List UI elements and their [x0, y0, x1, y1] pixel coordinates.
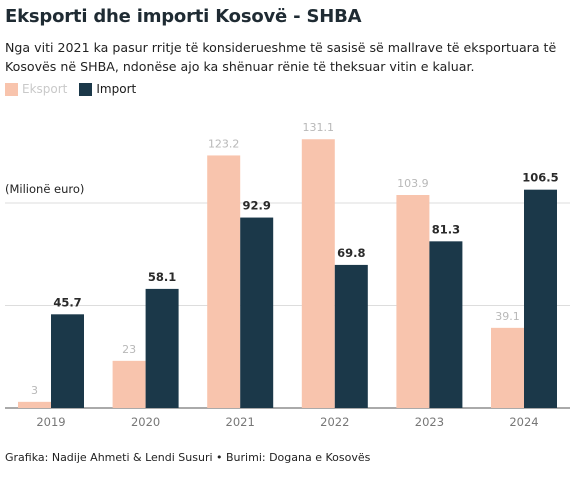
bar-import [240, 217, 274, 408]
x-tick-label: 2019 [36, 415, 65, 429]
gridlines [5, 202, 570, 409]
value-label-export: 39.1 [495, 310, 520, 323]
x-tick-label: 2024 [509, 415, 538, 429]
x-tick-label: 2022 [320, 415, 349, 429]
bars [18, 139, 557, 408]
legend-swatch-import [79, 82, 93, 96]
legend-label-import: Import [96, 82, 137, 96]
legend-item-export: Eksport [5, 82, 67, 96]
value-label-export: 103.9 [397, 177, 429, 190]
value-label-export: 23 [122, 343, 136, 356]
value-label-export: 3 [31, 384, 38, 397]
x-tick-labels: 2019 2020 2021 2022 2023 2024 [36, 415, 538, 429]
y-axis-unit-label: (Milionë euro) [5, 182, 84, 196]
bar-export [301, 139, 335, 408]
chart-subtitle: Nga viti 2021 ka pasur rritje të konside… [5, 40, 557, 74]
bar-export [207, 155, 241, 408]
bar-import [524, 189, 557, 408]
legend-label-export: Eksport [22, 82, 68, 96]
value-label-import: 81.3 [432, 222, 460, 236]
bar-import [334, 264, 368, 408]
x-tick-label: 2021 [226, 415, 255, 429]
bar-import [51, 314, 84, 408]
value-label-import: 106.5 [522, 171, 558, 185]
value-label-import: 58.1 [148, 270, 176, 284]
value-label-import: 69.8 [337, 246, 365, 260]
bar-import [429, 241, 463, 408]
value-label-export: 131.1 [303, 121, 335, 134]
bar-export [396, 195, 430, 408]
chart-title: Eksporti dhe importi Kosovë - SHBA [5, 6, 362, 27]
bar-export [18, 401, 51, 408]
value-label-import: 45.7 [53, 295, 81, 309]
value-labels: 3 45.7 23 58.1 123.2 92.9 131.1 69.8 103.9 81.3 39… [31, 121, 559, 397]
bar-export [112, 360, 146, 408]
legend-swatch-export [5, 82, 18, 96]
legend-item-import: Import [79, 82, 136, 96]
x-tick-label: 2023 [415, 415, 444, 429]
bar-import [145, 288, 179, 408]
footer-credits: Grafika: Nadije Ahmeti & Lendi Susuri • … [5, 451, 371, 464]
bar-export [491, 327, 524, 408]
value-label-export: 123.2 [208, 137, 240, 150]
legend: Eksport Import [5, 82, 136, 96]
value-label-import: 92.9 [243, 199, 271, 213]
x-tick-label: 2020 [131, 415, 160, 429]
